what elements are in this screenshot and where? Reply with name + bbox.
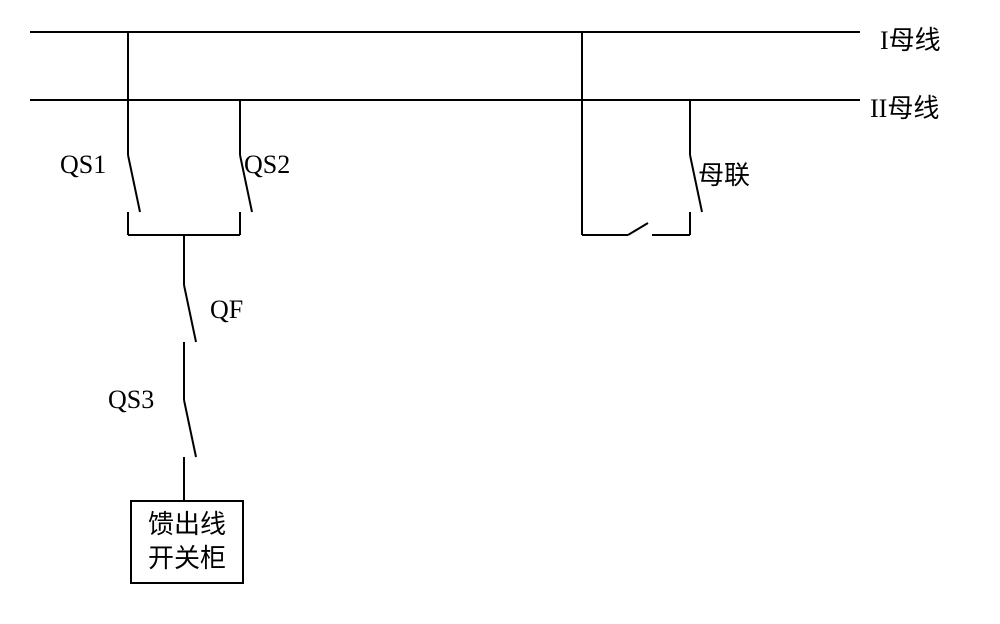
coupler-break-blade [628,223,648,235]
bus-2-label: II母线 [870,88,939,125]
feed-box-line2: 开关柜 [148,542,226,576]
qs1-label: QS1 [60,150,106,180]
feed-out-cabinet-box: 馈出线 开关柜 [130,500,244,584]
bus-1-label: I母线 [880,20,941,57]
qs3-blade [184,400,196,457]
schematic-canvas: I母线 II母线 QS1 QS2 QF QS3 母联 馈出线 开关柜 [0,0,1000,624]
qf-label: QF [210,295,243,325]
feed-box-line1: 馈出线 [148,508,226,542]
qs1-blade [128,155,140,212]
qf-blade [184,285,196,342]
coupler-label: 母联 [698,155,750,192]
qs2-label: QS2 [244,150,290,180]
qs3-label: QS3 [108,385,154,415]
